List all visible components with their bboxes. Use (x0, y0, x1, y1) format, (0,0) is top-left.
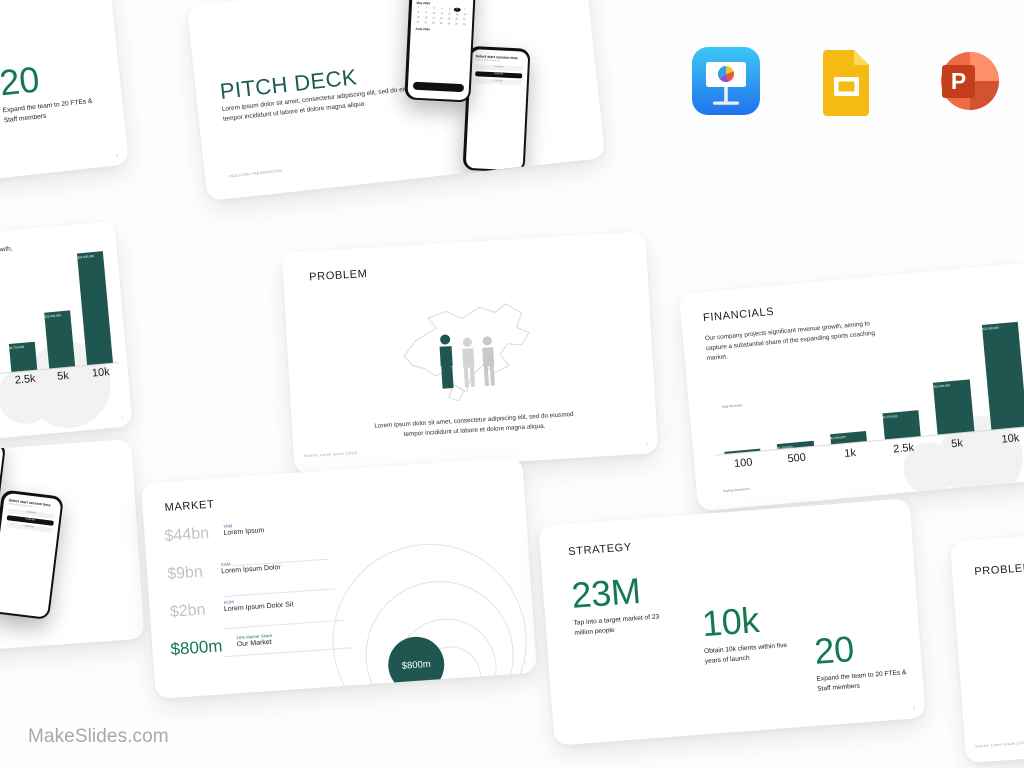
slide-body: Our company projects significant revenue… (704, 320, 876, 362)
chart-x-tick: 5k (56, 369, 70, 383)
person-icon-grey (462, 337, 475, 388)
bar-chart: $230,000$1,150,000$2,300,000$5,750,000$1… (0, 250, 122, 418)
slide-source: Source: Lorem ipsum (2024) (974, 740, 1024, 749)
chart-bar-cell: $5,750,000 (3, 341, 43, 372)
person-icon-highlight (439, 334, 454, 389)
page-number: 7 (120, 416, 124, 421)
stat-caption: Expand the team to 20 FTEs & Staff membe… (816, 669, 907, 693)
stat-number: 23M (570, 569, 642, 616)
chart-bar-value: $11,500,000 (44, 313, 62, 319)
slide-market[interactable]: MARKET $44bn TAM Lorem Ipsum $9bn SAM Lo… (140, 456, 538, 700)
calendar-selected-day[interactable]: 6 (453, 7, 461, 12)
time-slot-option[interactable]: 10:00 AM (474, 63, 523, 71)
chart-x-tick: 2.5k (892, 441, 915, 456)
leader-line (223, 619, 345, 630)
chart-x-tick: 2.5k (14, 372, 37, 387)
slide-kicker: PROBLEM (973, 561, 1024, 579)
page-number: 6 (116, 153, 119, 158)
chart-bar-cell: $11,500,000 (925, 378, 983, 435)
chart-bar-value: $2,300,000 (830, 434, 846, 440)
stat-number: 10k (700, 599, 761, 645)
chart-bar-value: $11,500,000 (933, 382, 951, 389)
chart-x-tick: 500 (787, 451, 807, 466)
slide-financials-clipped[interactable]: Our company projects significant revenue… (0, 221, 133, 449)
market-value: $800m (169, 636, 224, 659)
page-number: 5 (524, 661, 527, 666)
slide-kicker: STRATEGY (567, 541, 633, 559)
market-row: $2bn SOM Lorem Ipsum Dolor Sit (169, 595, 294, 622)
market-label: Lorem Ipsum (223, 527, 265, 537)
chart-x-tick: 100 (733, 456, 753, 471)
market-row: $44bn TAM Lorem Ipsum (164, 521, 265, 546)
slide-financials[interactable]: FINANCIALS Our company projects signific… (678, 262, 1024, 512)
calendar-month-label-next: June 2024 (415, 26, 430, 31)
chart-bar: $11,500,000 (44, 310, 76, 369)
stat-caption: Obtain 10k clients within five years of … (703, 641, 788, 666)
chart-bar: $5,750,000 (882, 409, 921, 440)
time-slot-option[interactable]: 12:00 AM (474, 77, 522, 85)
slide-phone-mockups[interactable]: Select start session date Select a sessi… (0, 439, 145, 653)
market-row-our: $800m 10% Market Share Our Market (170, 633, 274, 660)
stat-block: 20 Expand the team to 20 FTEs & Staff me… (813, 626, 917, 694)
stat-block: 10k Obtain 10k clients within five years… (701, 599, 803, 667)
slide-kicker: FINANCIALS (702, 305, 775, 325)
slide-problem-right[interactable]: PROBLEM Source: Lorem ipsum (2024) (950, 530, 1024, 764)
chart-bar-value: $5,750,000 (9, 344, 25, 350)
map-illustration (387, 291, 554, 415)
chart-bar-value: $23,000,000 (77, 253, 95, 260)
market-label: Our Market (236, 638, 273, 649)
stat-caption: Tap into a target market of 23 million p… (573, 613, 660, 637)
stat-block: 23M Tap into a target market of 23 milli… (570, 569, 672, 639)
chart-x-tick: 10k (91, 366, 111, 380)
chart-bar-cell: $23,000,000 (973, 321, 1024, 430)
watermark: MakeSlides.com (28, 726, 169, 747)
phone-mockup-time-picker: Select start session time Select a sessi… (0, 489, 64, 620)
svg-text:P: P (951, 68, 966, 94)
chart-x-tick: 1k (843, 447, 857, 461)
chart-bar: $23,000,000 (981, 321, 1024, 430)
chart-bar: $23,000,000 (76, 250, 113, 366)
slide-source: Source: Lorem ipsum (2024) (303, 450, 358, 459)
chart-bar-value: $23,000,000 (982, 325, 1000, 332)
google-slides-icon[interactable] (810, 45, 882, 117)
chart-bar-value: $5,750,000 (882, 413, 898, 420)
time-slot-option-selected[interactable]: 11:00 AM (474, 70, 522, 78)
chart-bar-cell: $5,750,000 (874, 409, 930, 440)
page-number: 6 (912, 706, 916, 711)
market-value: $9bn (166, 563, 204, 583)
chart-bar: $5,750,000 (8, 341, 38, 372)
slide-kicker: MARKET (164, 498, 215, 514)
phone-mockup-time-picker: Select start session time Select a sessi… (462, 45, 531, 173)
powerpoint-icon[interactable]: P (930, 45, 1002, 117)
person-icon-grey (482, 336, 495, 387)
chart-x-tick: 5k (950, 437, 964, 451)
slide-strategy[interactable]: STRATEGY 23M Tap into a target market of… (538, 498, 926, 746)
chart-x-tick: 10k (1001, 432, 1020, 446)
chart-bar-value: $1,150,000 (777, 444, 793, 450)
phone-mockup-date-picker: Select start session date Select a sessi… (404, 0, 477, 103)
page-number: 3 (645, 441, 648, 446)
market-row: $9bn SAM Lorem Ipsum Dolor (167, 558, 282, 584)
slide-pitch-deck[interactable]: PITCH DECK Lorem ipsum dolor sit amet, c… (186, 0, 606, 202)
chart-bar: $11,500,000 (933, 378, 975, 435)
stat-number: 20 (812, 628, 856, 672)
chart-bar-cell: $11,500,000 (38, 310, 81, 369)
market-value: $44bn (164, 524, 210, 546)
stat-number: 20 (0, 58, 42, 104)
slide-kicker: PROBLEM (308, 267, 368, 284)
slide-strategy-clipped[interactable]: 10k Obtain 10k clients within five years… (0, 0, 130, 191)
calendar-next-button[interactable] (412, 81, 464, 92)
slide-footer: INVESTOR PRESENTATION (229, 168, 283, 179)
slide-problem[interactable]: PROBLEM (281, 231, 659, 475)
market-value: $2bn (169, 601, 207, 621)
export-format-icons: P (690, 42, 999, 120)
keynote-icon[interactable] (690, 45, 762, 117)
stat-block: 20 Expand the team to 20 FTEs & Staff me… (0, 55, 104, 126)
